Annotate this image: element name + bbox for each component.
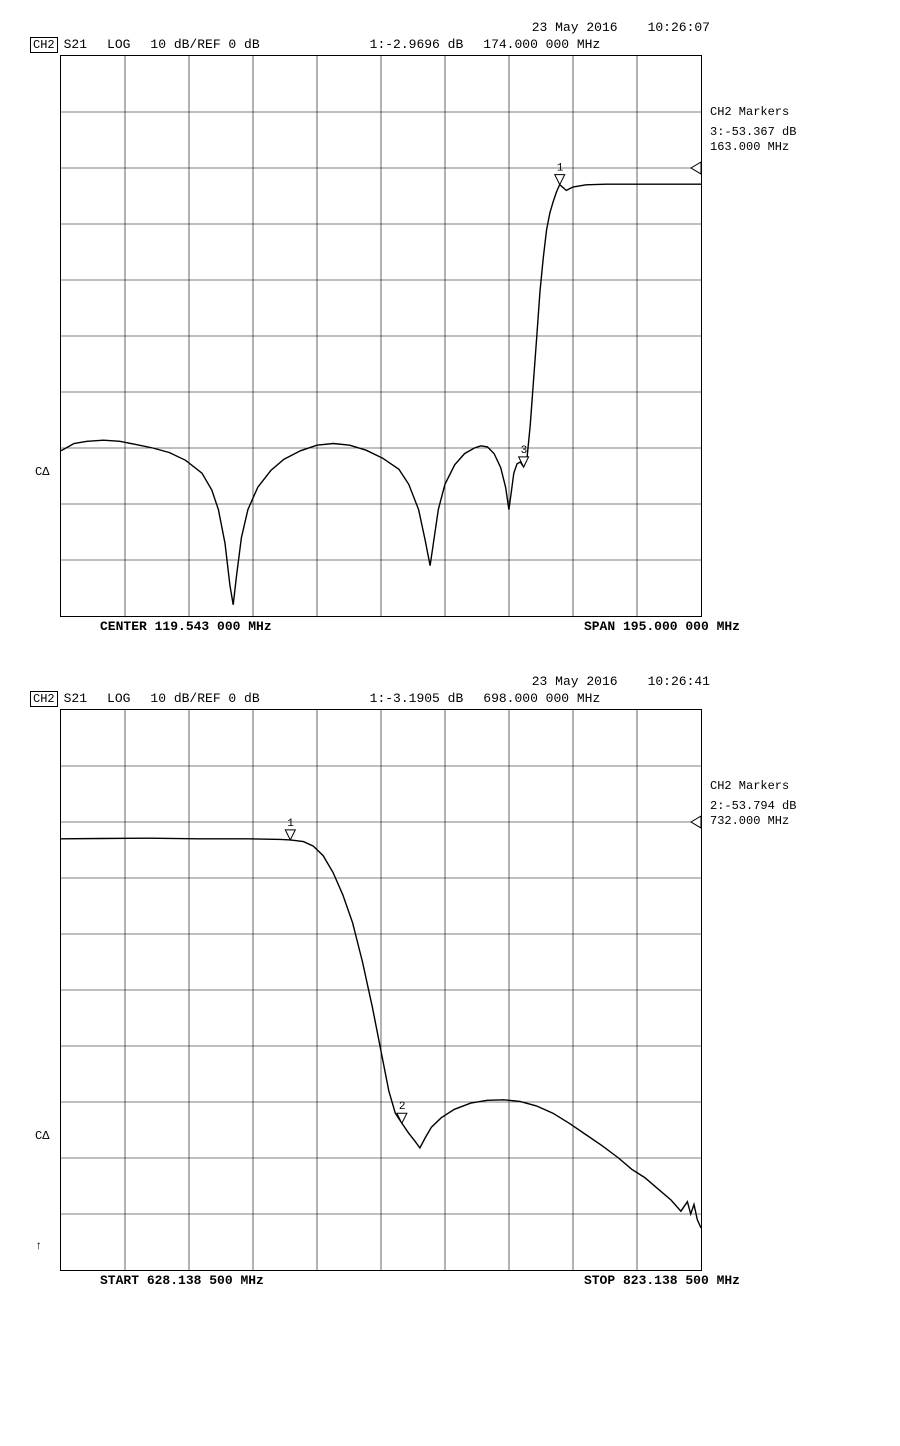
- side-marker-value: 2:-53.794 dB: [710, 799, 796, 813]
- marker-1-icon: [285, 830, 295, 840]
- x-axis-left: CENTER 119.543 000 MHz: [100, 619, 272, 634]
- marker1-readout: 1:-2.9696 dB: [370, 37, 464, 52]
- side-title: CH2 Markers: [710, 779, 796, 793]
- analyzer-chart: 23 May 2016 10:26:07 CH2 S21 LOG 10 dB/REF 0 …: [10, 20, 890, 634]
- left-axis-label: CΔ: [35, 1129, 49, 1143]
- marker-1-icon: [555, 175, 565, 185]
- side-title: CH2 Markers: [710, 105, 796, 119]
- marker-1-label: 1: [557, 163, 564, 175]
- side-marker-value: 3:-53.367 dB: [710, 125, 796, 139]
- x-axis-right: SPAN 195.000 000 MHz: [584, 619, 740, 634]
- chart-header: CH2 S21 LOG 10 dB/REF 0 dB 1:-2.9696 dB 174.0…: [30, 37, 890, 53]
- left-axis-label: ↑: [35, 1239, 42, 1253]
- side-marker-freq: 163.000 MHz: [710, 140, 796, 154]
- marker-3-label: 3: [521, 445, 528, 457]
- marker1-readout: 1:-3.1905 dB: [370, 691, 464, 706]
- left-axis-label: CΔ: [35, 465, 49, 479]
- x-axis-labels: START 628.138 500 MHz STOP 823.138 500 MH…: [60, 1271, 744, 1288]
- s-parameter: S21: [64, 691, 87, 706]
- timestamp-row: 23 May 2016 10:26:07: [10, 20, 890, 35]
- analyzer-chart: 23 May 2016 10:26:41 CH2 S21 LOG 10 dB/REF 0 …: [10, 674, 890, 1288]
- timestamp-date: 23 May 2016: [532, 20, 618, 35]
- channel-badge: CH2: [30, 691, 58, 707]
- marker1-freq: 174.000 000 MHz: [483, 37, 600, 52]
- scale-label: 10 dB/REF 0 dB: [150, 37, 259, 52]
- ref-level-indicator: [691, 162, 701, 174]
- chart-header: CH2 S21 LOG 10 dB/REF 0 dB 1:-3.1905 dB 698.0…: [30, 691, 890, 707]
- x-axis-left: START 628.138 500 MHz: [100, 1273, 264, 1288]
- timestamp-row: 23 May 2016 10:26:41: [10, 674, 890, 689]
- timestamp-date: 23 May 2016: [532, 674, 618, 689]
- format-label: LOG: [107, 37, 130, 52]
- s-parameter: S21: [64, 37, 87, 52]
- marker1-freq: 698.000 000 MHz: [483, 691, 600, 706]
- marker-info-panel: CH2 Markers 3:-53.367 dB163.000 MHz: [710, 55, 796, 154]
- network-analyzer-plot: 12: [60, 709, 702, 1271]
- ref-level-indicator: [691, 816, 701, 828]
- marker-2-label: 2: [399, 1101, 406, 1113]
- channel-badge: CH2: [30, 37, 58, 53]
- network-analyzer-plot: 13: [60, 55, 702, 617]
- format-label: LOG: [107, 691, 130, 706]
- marker-1-label: 1: [287, 818, 294, 830]
- x-axis-labels: CENTER 119.543 000 MHz SPAN 195.000 000 M…: [60, 617, 744, 634]
- x-axis-right: STOP 823.138 500 MHz: [584, 1273, 740, 1288]
- scale-label: 10 dB/REF 0 dB: [150, 691, 259, 706]
- timestamp-time: 10:26:07: [648, 20, 710, 35]
- marker-info-panel: CH2 Markers 2:-53.794 dB732.000 MHz: [710, 709, 796, 828]
- timestamp-time: 10:26:41: [648, 674, 710, 689]
- side-marker-freq: 732.000 MHz: [710, 814, 796, 828]
